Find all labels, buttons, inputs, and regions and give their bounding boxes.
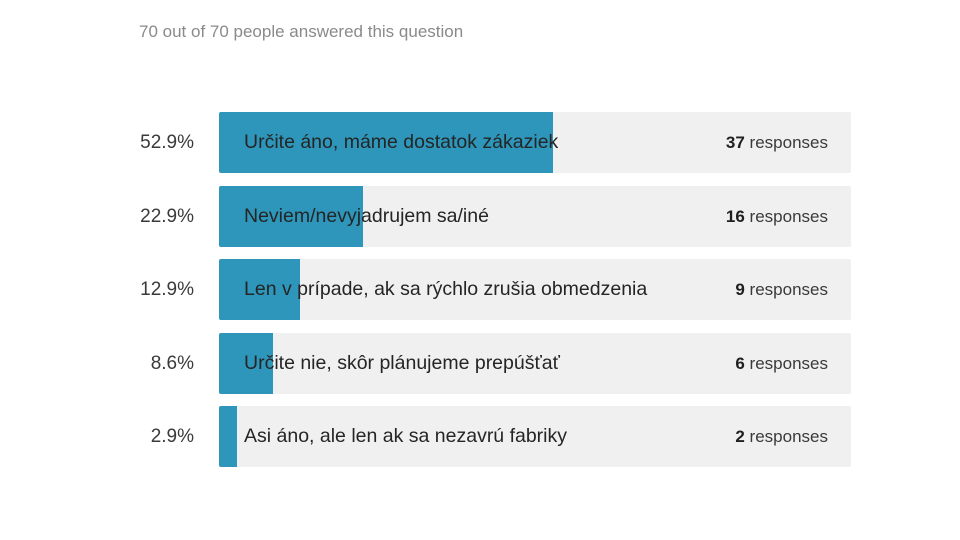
category-label: Asi áno, ale len ak sa nezavrú fabriky	[244, 425, 568, 447]
response-count: 37 responses	[726, 112, 828, 173]
category-label: Určite áno, máme dostatok zákaziek	[244, 131, 559, 153]
response-count: 6 responses	[735, 333, 828, 394]
bar-track	[219, 185, 851, 247]
response-count-value: 16	[725, 206, 745, 226]
category-label: Len v prípade, ak sa rýchlo zrušia obmed…	[244, 278, 648, 300]
percent-label: 22.9%	[140, 205, 194, 227]
bar-row: 22.9% Neviem/nevyjadrujem sa/iné 16 respon…	[0, 185, 960, 247]
response-count-word: responses	[744, 206, 828, 226]
bar-track	[219, 332, 851, 394]
response-count-value: 2	[735, 427, 745, 446]
bar-track	[219, 112, 851, 173]
bar-track	[219, 406, 851, 467]
bar-fill	[219, 112, 554, 173]
bar-row: 2.9% Asi áno, ale len ak sa nezavrú fabri…	[0, 406, 960, 467]
percent-label: 8.6%	[150, 352, 194, 374]
response-count-word: responses	[744, 280, 828, 299]
percent-label: 12.9%	[140, 279, 194, 300]
bar-fill	[219, 332, 274, 394]
percent-label: 52.9%	[140, 132, 194, 153]
category-label: Určite nie, skôr plánujeme prepúšťať	[244, 351, 560, 374]
response-count-word: responses	[744, 427, 828, 446]
response-count-value: 37	[725, 133, 745, 152]
bar-fill	[219, 406, 238, 467]
percent-label: 2.9%	[150, 426, 194, 447]
bar-row: 12.9% Len v prípade, ak sa rýchlo zrušia …	[0, 259, 960, 320]
response-count-value: 6	[735, 353, 745, 373]
response-count: 2 responses	[735, 406, 828, 467]
bar-fill	[219, 259, 301, 320]
response-count: 16 responses	[726, 186, 828, 247]
bar-fill	[219, 185, 364, 247]
response-count-word: responses	[744, 133, 828, 152]
category-label: Neviem/nevyjadrujem sa/iné	[244, 204, 489, 227]
bar-row: 52.9% Určite áno, máme dostatok zákaziek 3…	[0, 112, 960, 173]
bar-track	[219, 259, 851, 320]
response-count: 9 responses	[735, 259, 828, 320]
bar-row: 8.6% Určite nie, skôr plánujeme prepúšťať…	[0, 332, 960, 394]
response-count-value: 9	[735, 280, 745, 299]
summary-text: 70 out of 70 people answered this questi…	[139, 22, 464, 41]
response-count-word: responses	[744, 353, 828, 373]
